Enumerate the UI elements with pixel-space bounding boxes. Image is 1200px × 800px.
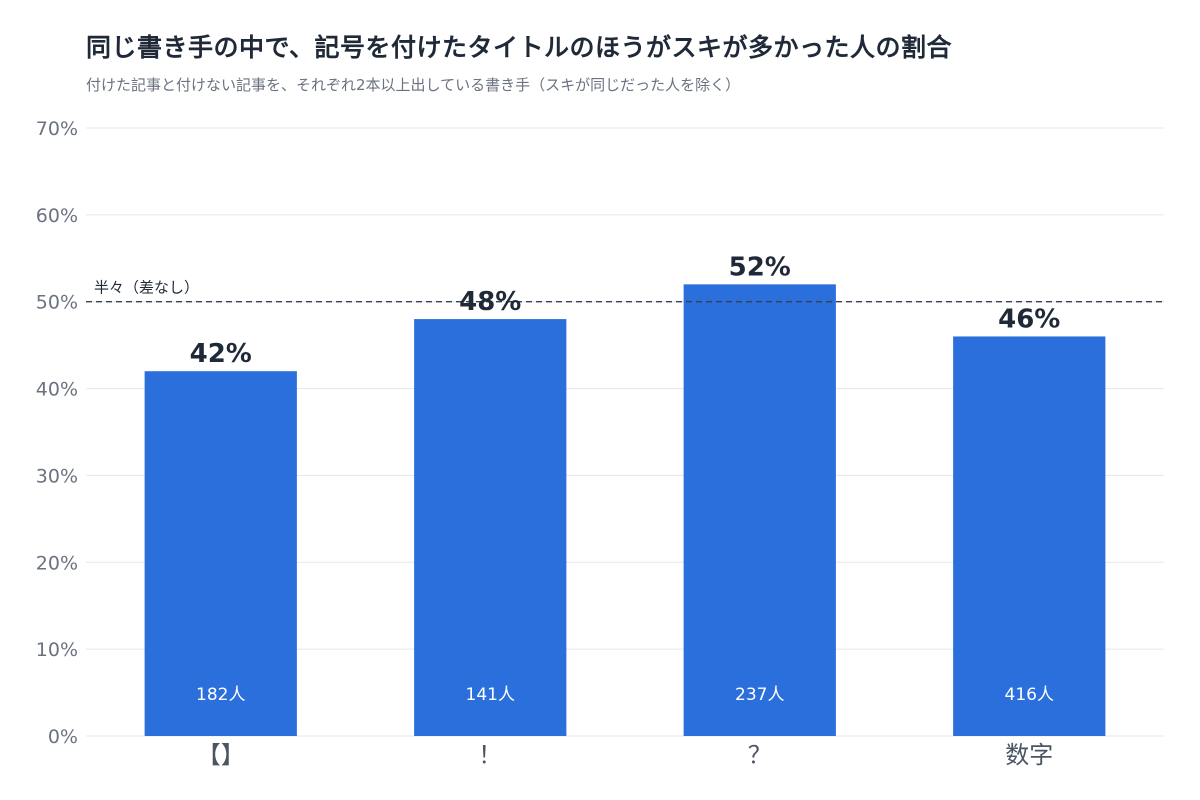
y-tick-label: 30% (36, 465, 78, 487)
chart-subtitle: 付けた記事と付けない記事を、それぞれ2本以上出している書き手（スキが同じだった人… (86, 76, 741, 94)
value-label: 52% (729, 252, 791, 282)
value-label: 42% (190, 339, 252, 369)
y-tick-label: 0% (48, 726, 78, 748)
bar (953, 336, 1106, 736)
y-tick-label: 10% (36, 639, 78, 661)
count-label: 237人 (735, 685, 784, 705)
x-category-label: 数字 (1005, 741, 1053, 769)
y-tick-label: 20% (36, 552, 78, 574)
chart-title: 同じ書き手の中で、記号を付けたタイトルのほうがスキが多かった人の割合 (86, 33, 953, 62)
bar (144, 371, 297, 736)
reference-line-label: 半々（差なし） (94, 279, 199, 297)
bars (144, 284, 1106, 736)
x-category-label: ！ (478, 741, 502, 769)
x-category-label: 【】 (197, 741, 245, 769)
count-label: 141人 (466, 685, 515, 705)
y-tick-label: 40% (36, 379, 78, 401)
value-label: 46% (998, 304, 1060, 334)
bar (683, 284, 836, 736)
x-category-label: ？ (748, 741, 772, 769)
y-tick-label: 50% (36, 292, 78, 314)
count-label: 416人 (1005, 685, 1054, 705)
y-tick-label: 60% (36, 205, 78, 227)
bar (414, 319, 567, 736)
y-tick-label: 70% (36, 118, 78, 140)
reference-line-group: 半々（差なし） (86, 279, 1164, 303)
count-label: 182人 (196, 685, 245, 705)
value-label: 48% (459, 287, 521, 317)
labels: 0% 10% 20% 30% 40% 50% 60% 70% 42% 182人【】 48% 141人 ！… (36, 118, 1061, 769)
